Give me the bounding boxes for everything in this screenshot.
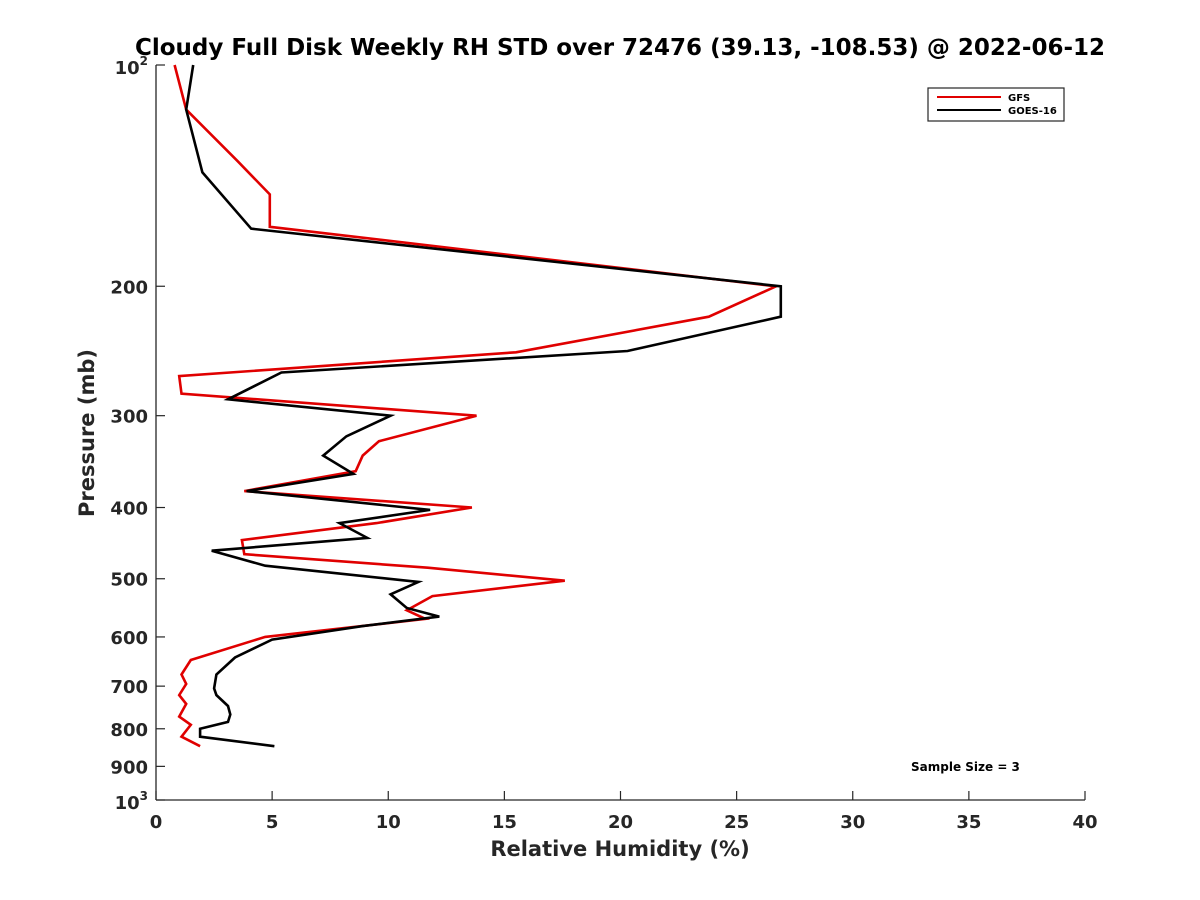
y-tick-label: 200 bbox=[110, 277, 148, 298]
y-tick-label: 800 bbox=[110, 720, 148, 741]
x-tick-label: 35 bbox=[956, 812, 981, 833]
y-tick-label: 300 bbox=[110, 407, 148, 428]
chart-title: Cloudy Full Disk Weekly RH STD over 7247… bbox=[135, 35, 1105, 61]
series-layer bbox=[173, 64, 783, 748]
legend: GFS GOES-16 bbox=[927, 87, 1065, 122]
y-tick-label-power: 102 bbox=[115, 54, 148, 79]
y-axis-label: Pressure (mb) bbox=[75, 349, 99, 517]
y-tick-label: 700 bbox=[110, 677, 148, 698]
legend-box bbox=[927, 87, 1065, 122]
x-tick-label: 0 bbox=[150, 812, 163, 833]
plot-area: 0 5 10 15 20 25 30 35 40 200 300 400 500 600 700 800 90… bbox=[110, 54, 1097, 833]
y-tick-label: 900 bbox=[110, 757, 148, 778]
series-line-goes16 bbox=[184, 64, 783, 748]
x-tick-label: 5 bbox=[266, 812, 279, 833]
legend-label-gfs: GFS bbox=[1008, 93, 1030, 104]
series-line-gfs bbox=[173, 64, 781, 748]
legend-label-goes16: GOES-16 bbox=[1008, 106, 1057, 117]
x-axis-ticks: 0 5 10 15 20 25 30 35 40 bbox=[150, 791, 1098, 833]
x-tick-label: 30 bbox=[840, 812, 865, 833]
y-tick-label: 400 bbox=[110, 499, 148, 520]
sample-size-annotation: Sample Size = 3 bbox=[911, 760, 1020, 774]
x-tick-label: 25 bbox=[724, 812, 749, 833]
x-tick-label: 15 bbox=[492, 812, 517, 833]
x-tick-label: 40 bbox=[1072, 812, 1097, 833]
x-tick-label: 10 bbox=[376, 812, 401, 833]
x-tick-label: 20 bbox=[608, 812, 633, 833]
y-tick-label: 500 bbox=[110, 570, 148, 591]
x-axis-label: Relative Humidity (%) bbox=[490, 837, 749, 861]
y-tick-label-power: 103 bbox=[115, 789, 148, 814]
y-tick-label: 600 bbox=[110, 628, 148, 649]
y-axis-ticks: 200 300 400 500 600 700 800 900 102 103 bbox=[110, 54, 165, 814]
